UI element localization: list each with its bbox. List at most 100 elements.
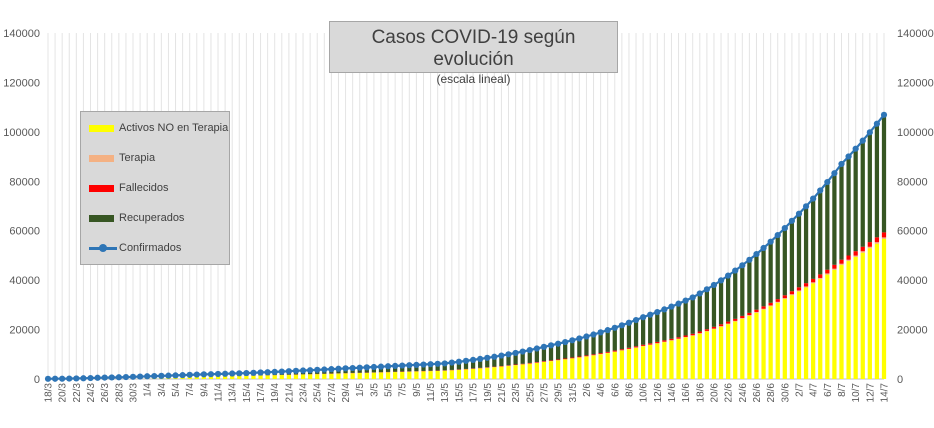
- y-tick-right: 40000: [897, 275, 928, 287]
- bar-segment-activos-no-en-terapia: [414, 371, 419, 379]
- bar-segment-fallecidos: [846, 255, 851, 260]
- legend-label-activos: Activos NO en Terapia: [119, 122, 229, 134]
- bar-segment-recuperados: [704, 289, 710, 330]
- x-tick-label: 9/5: [412, 383, 423, 397]
- bar-segment-recuperados: [463, 360, 469, 369]
- bar-segment-recuperados: [690, 297, 695, 334]
- bar-segment-activos-no-en-terapia: [478, 368, 483, 379]
- bar-segment-recuperados: [676, 303, 681, 338]
- confirmed-point: [264, 369, 271, 376]
- bar-segment-recuperados: [782, 228, 787, 296]
- x-tick-label: 21/5: [497, 383, 508, 403]
- bar-segment-activos-no-en-terapia: [527, 363, 532, 379]
- bar-segment-recuperados: [598, 332, 603, 354]
- y-tick-right: 20000: [897, 325, 928, 337]
- bar-segment-terapia: [846, 259, 851, 262]
- bar-segment-recuperados: [718, 280, 724, 325]
- bar-segment-activos-no-en-terapia: [626, 349, 632, 379]
- bar-segment-recuperados: [570, 340, 575, 358]
- x-tick-label: 6/7: [823, 383, 834, 397]
- bar-segment-terapia: [796, 290, 802, 292]
- x-tick-label: 28/3: [114, 383, 125, 403]
- bar-segment-fallecidos: [782, 295, 787, 299]
- bar-segment-fallecidos: [867, 242, 872, 247]
- confirmed-point: [363, 364, 370, 371]
- bar-segment-activos-no-en-terapia: [825, 274, 830, 379]
- bar-segment-activos-no-en-terapia: [329, 373, 334, 379]
- confirmed-point: [647, 311, 654, 318]
- bar-segment-terapia: [832, 268, 837, 270]
- bar-segment-fallecidos: [548, 360, 554, 361]
- bar-segment-recuperados: [449, 362, 454, 370]
- bar-segment-terapia: [867, 246, 872, 249]
- bar-segment-activos-no-en-terapia: [308, 374, 313, 379]
- bar-segment-activos-no-en-terapia: [718, 326, 724, 379]
- confirmed-point: [137, 373, 144, 380]
- bar-segment-recuperados: [839, 163, 844, 260]
- bar-segment-activos-no-en-terapia: [251, 375, 256, 379]
- bar-segment-activos-no-en-terapia: [839, 265, 844, 379]
- confirmed-point: [413, 361, 420, 368]
- confirmed-point: [632, 316, 640, 324]
- confirmed-point: [314, 366, 321, 373]
- bar-segment-activos-no-en-terapia: [867, 248, 872, 379]
- confirmed-point: [746, 256, 753, 263]
- x-tick-label: 9/4: [199, 383, 210, 397]
- confirmed-point: [406, 362, 413, 369]
- x-tick-label: 20/3: [58, 383, 69, 403]
- x-tick-label: 26/3: [100, 383, 111, 403]
- bar-segment-fallecidos: [527, 362, 532, 364]
- bar-segment-activos-no-en-terapia: [690, 335, 695, 379]
- bar-segment-recuperados: [768, 241, 773, 303]
- bar-segment-terapia: [761, 308, 766, 310]
- x-tick-label: 14/6: [667, 383, 678, 403]
- bar-segment-activos-no-en-terapia: [733, 321, 738, 379]
- bar-segment-recuperados: [527, 350, 532, 363]
- x-tick-label: 27/5: [539, 383, 550, 403]
- confirmed-point: [831, 170, 838, 177]
- confirmed-point: [547, 342, 555, 349]
- bar-segment-activos-no-en-terapia: [322, 373, 327, 379]
- bar-segment-fallecidos: [811, 278, 816, 283]
- bar-segment-recuperados: [846, 156, 851, 256]
- bar-segment-activos-no-en-terapia: [648, 344, 653, 379]
- legend-dot-confirmados: [99, 244, 107, 252]
- bar-segment-activos-no-en-terapia: [747, 315, 752, 379]
- bar-segment-activos-no-en-terapia: [874, 243, 880, 379]
- bar-segment-activos-no-en-terapia: [811, 283, 816, 379]
- confirmed-point: [108, 374, 115, 381]
- x-tick-label: 7/5: [398, 383, 409, 397]
- x-tick-label: 21/4: [284, 383, 295, 403]
- bar-segment-activos-no-en-terapia: [506, 365, 511, 379]
- bar-segment-terapia: [839, 263, 844, 266]
- confirmed-point: [200, 371, 207, 378]
- bar-segment-recuperados: [612, 327, 617, 351]
- bar-segment-recuperados: [584, 336, 589, 356]
- bar-segment-recuperados: [633, 320, 639, 347]
- confirmed-point: [292, 367, 300, 374]
- confirmed-point: [236, 370, 243, 377]
- bar-segment-fallecidos: [626, 347, 632, 349]
- bar-segment-activos-no-en-terapia: [598, 354, 603, 379]
- bar-segment-recuperados: [740, 265, 745, 316]
- bar-segment-terapia: [754, 312, 759, 313]
- confirmed-point: [675, 300, 682, 307]
- x-tick-label: 13/4: [228, 383, 239, 403]
- confirmed-point: [250, 369, 257, 376]
- confirmed-point: [94, 374, 101, 381]
- x-tick-label: 15/5: [454, 383, 465, 403]
- bar-segment-fallecidos: [541, 361, 547, 362]
- bar-segment-activos-no-en-terapia: [371, 372, 377, 379]
- confirmed-point: [859, 137, 866, 144]
- chart-subtitle: (escala lineal): [436, 72, 511, 86]
- bar-segment-fallecidos: [534, 362, 539, 363]
- bar-segment-recuperados: [499, 355, 504, 366]
- x-tick-label: 13/5: [440, 383, 451, 403]
- x-tick-label: 1/5: [355, 383, 366, 397]
- chart-title: Casos COVID-19 según evolución: [371, 27, 576, 70]
- confirmed-point: [342, 365, 349, 372]
- bar-segment-recuperados: [747, 259, 752, 313]
- y-tick-left: 120000: [3, 77, 40, 89]
- bar-segment-recuperados: [506, 354, 511, 366]
- bar-segment-terapia: [789, 294, 795, 296]
